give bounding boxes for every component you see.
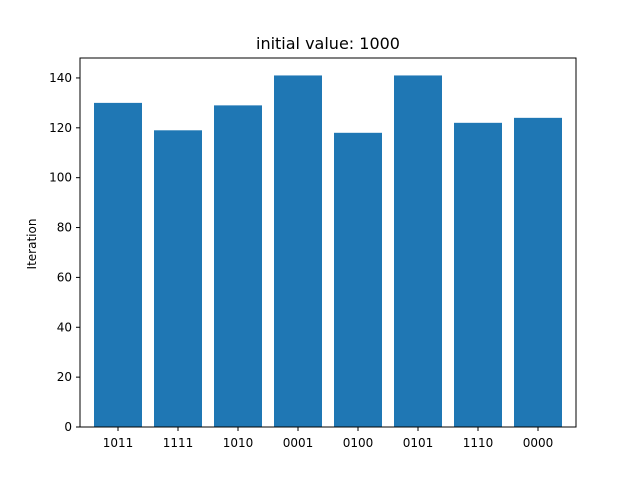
y-tick-label: 60 (57, 270, 72, 284)
bar-0101 (394, 75, 442, 427)
bar-0001 (274, 75, 322, 427)
y-tick-label: 120 (49, 121, 72, 135)
bar-1110 (454, 122, 502, 427)
y-tick-label: 100 (49, 171, 72, 185)
x-tick-label: 0100 (343, 436, 374, 450)
plot-area: 1011 1111 1010 0001 0100 0101 1110 000002040608… (49, 57, 577, 450)
bar-1010 (214, 105, 262, 428)
bar-0100 (334, 132, 382, 428)
y-tick-label: 80 (57, 221, 72, 235)
bar-1111 (154, 130, 202, 428)
x-tick-label: 1011 (103, 436, 134, 450)
x-tick-label: 1111 (163, 436, 194, 450)
x-tick-label: 0101 (403, 436, 434, 450)
y-axis-label: Iteration (25, 219, 39, 270)
x-tick-label: 0000 (523, 436, 554, 450)
axes-frame (79, 57, 577, 428)
x-tick-label: 1010 (223, 436, 254, 450)
y-tick-label: 40 (57, 320, 72, 334)
y-tick-label: 140 (49, 71, 72, 85)
chart-title: initial value: 1000 (256, 34, 400, 53)
x-tick-label: 0001 (283, 436, 314, 450)
y-tick-label: 20 (57, 370, 72, 384)
bar-0000 (514, 117, 562, 427)
y-tick-label: 0 (64, 420, 72, 434)
bar-1011 (94, 102, 142, 427)
x-tick-label: 1110 (463, 436, 494, 450)
